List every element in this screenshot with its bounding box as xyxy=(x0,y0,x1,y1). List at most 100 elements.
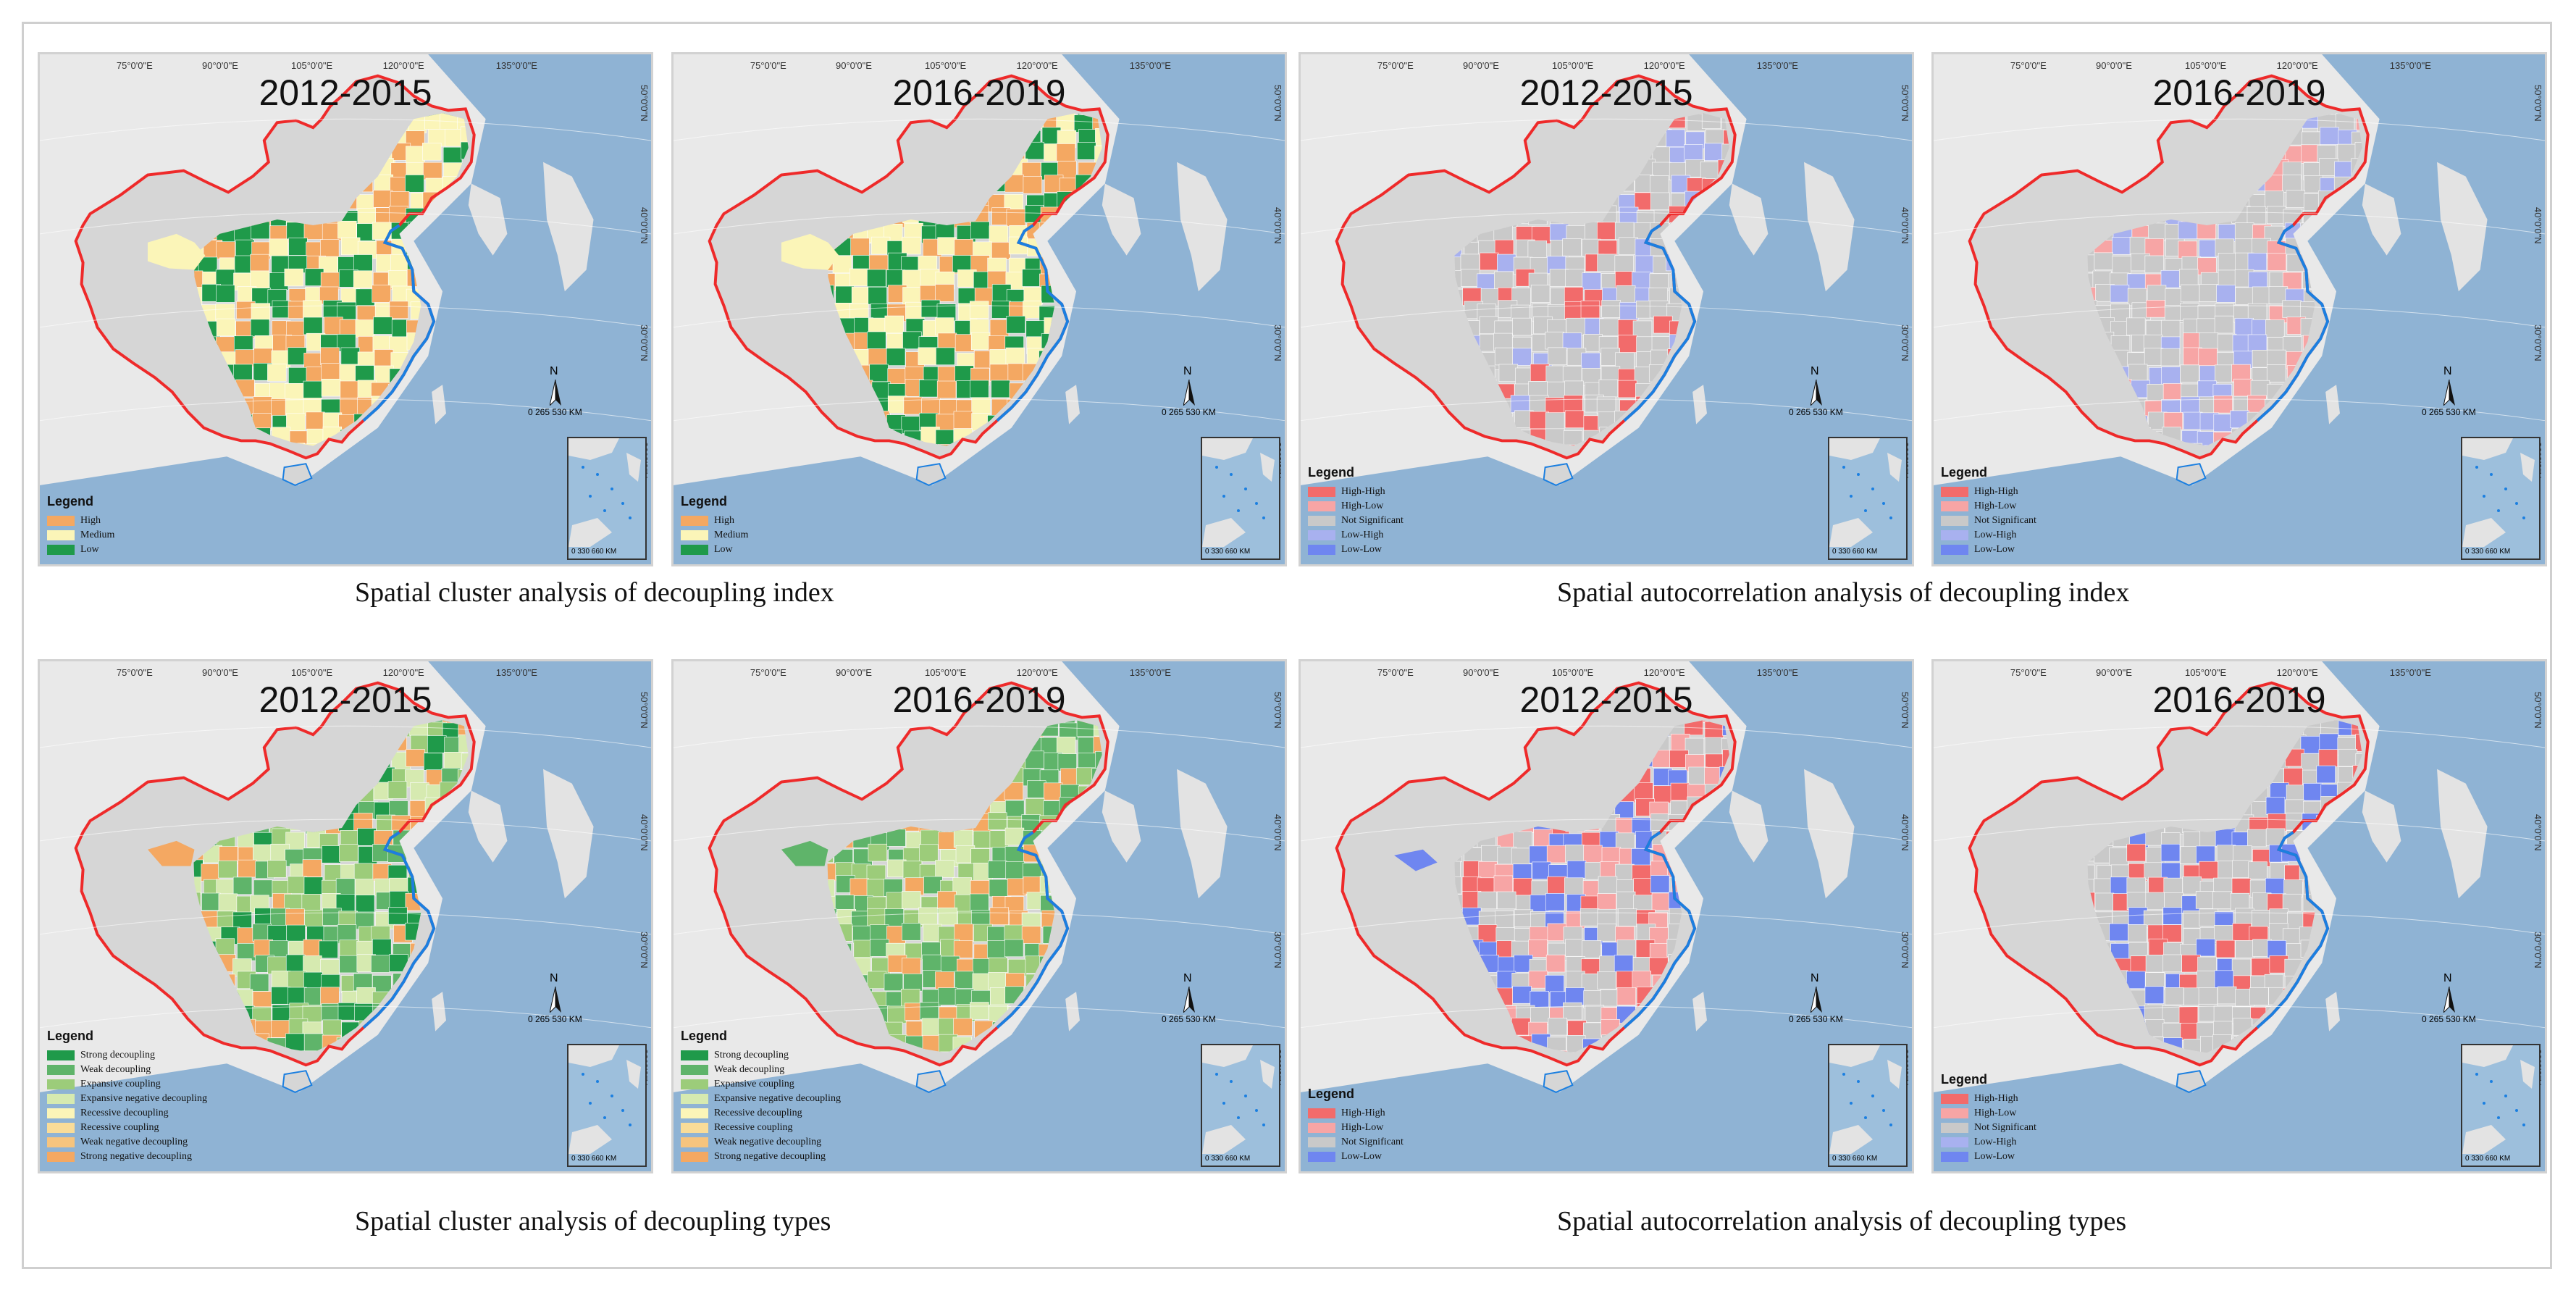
legend-title: Legend xyxy=(1941,1072,1988,1087)
legend-title: Legend xyxy=(47,494,94,509)
legend-label: Not Significant xyxy=(1341,1137,1404,1147)
legend-swatch xyxy=(681,516,708,526)
longitude-label: 75°0'0"E xyxy=(116,667,153,678)
legend: Legend High Medium Low xyxy=(681,494,748,557)
legend-swatch xyxy=(1941,516,1968,526)
legend-swatch xyxy=(47,545,75,555)
south-china-sea-inset: 0 330 660 KM xyxy=(1201,1044,1280,1167)
legend-swatch xyxy=(681,1123,708,1133)
legend-swatch xyxy=(1941,1123,1968,1133)
legend-item: High-Low xyxy=(1308,1121,1404,1135)
south-china-sea-inset: 0 330 660 KM xyxy=(567,1044,647,1167)
longitude-label: 120°0'0"E xyxy=(1643,60,1685,71)
longitude-label: 75°0'0"E xyxy=(2010,667,2047,678)
longitude-label: 75°0'0"E xyxy=(750,667,786,678)
legend-label: Strong decoupling xyxy=(80,1050,156,1060)
legend-item: High xyxy=(681,514,748,528)
legend-label: Strong negative decoupling xyxy=(714,1151,826,1162)
legend-label: Expansive coupling xyxy=(80,1079,161,1089)
legend-label: Expansive coupling xyxy=(714,1079,794,1089)
period-title: 2016-2019 xyxy=(892,72,1066,113)
scale-bar: 0 265 530 KM xyxy=(1789,407,1843,417)
latitude-label: 30°0'0"N xyxy=(1272,325,1283,361)
legend-swatch xyxy=(1308,1137,1335,1147)
map-canvas xyxy=(1934,54,2545,564)
latitude-label: 30°0'0"N xyxy=(2533,932,2543,968)
map-panel-cluster-index-2012-2015: 2012-2015 75°0'0"E 90°0'0"E 105°0'0"E 120°0'… xyxy=(38,52,653,566)
legend-swatch xyxy=(47,1079,75,1089)
scale-bar: 0 265 530 KM xyxy=(528,407,582,417)
legend-label: Recessive decoupling xyxy=(714,1108,802,1118)
inset-scale-bar: 0 330 660 KM xyxy=(1205,1155,1251,1163)
longitude-label: 105°0'0"E xyxy=(2185,60,2227,71)
south-china-sea-inset: 0 330 660 KM xyxy=(2461,1044,2541,1167)
legend-item: Strong negative decoupling xyxy=(681,1150,841,1164)
longitude-label: 90°0'0"E xyxy=(836,667,872,678)
inset-scale-bar: 0 330 660 KM xyxy=(2465,548,2511,556)
legend-swatch xyxy=(47,1123,75,1133)
longitude-label: 75°0'0"E xyxy=(1377,667,1414,678)
inset-scale-bar: 0 330 660 KM xyxy=(571,548,617,556)
longitude-label: 135°0'0"E xyxy=(495,667,537,678)
map-canvas xyxy=(40,661,651,1171)
legend-label: High xyxy=(80,515,101,526)
map-canvas xyxy=(1934,661,2545,1171)
legend-item: Low-Low xyxy=(1941,543,2036,557)
map-panel-autocorr-index-2016-2019: 2016-2019 75°0'0"E 90°0'0"E 105°0'0"E 120°0'… xyxy=(1931,52,2547,566)
period-title: 2016-2019 xyxy=(892,679,1066,720)
legend-swatch xyxy=(681,1152,708,1162)
caption-autocorr-index: Spatial autocorrelation analysis of deco… xyxy=(1557,577,2130,608)
legend-title: Legend xyxy=(1308,1087,1355,1101)
legend-title: Legend xyxy=(1941,465,1988,480)
legend-swatch xyxy=(681,1050,708,1060)
legend-item: Recessive coupling xyxy=(681,1121,841,1135)
latitude-label: 40°0'0"N xyxy=(639,207,650,244)
longitude-label: 75°0'0"E xyxy=(116,60,153,71)
legend-swatch xyxy=(1308,1152,1335,1162)
legend-label: Expansive negative decoupling xyxy=(80,1093,207,1104)
legend-swatch xyxy=(1941,545,1968,555)
longitude-label: 90°0'0"E xyxy=(836,60,872,71)
legend-label: Low-Low xyxy=(1974,1151,2015,1162)
legend: Legend High Medium Low xyxy=(47,494,114,557)
map-panel-autocorr-index-2012-2015: 2012-2015 75°0'0"E 90°0'0"E 105°0'0"E 120°0'… xyxy=(1299,52,1914,566)
legend-label: Not Significant xyxy=(1341,515,1404,526)
legend-label: Not Significant xyxy=(1974,515,2036,526)
latitude-label: 30°0'0"N xyxy=(1900,932,1910,968)
south-china-sea-inset: 0 330 660 KM xyxy=(567,437,647,560)
period-title: 2016-2019 xyxy=(2152,679,2326,720)
legend-label: Strong negative decoupling xyxy=(80,1151,192,1162)
legend-item: High-High xyxy=(1308,1106,1404,1121)
longitude-label: 120°0'0"E xyxy=(382,60,424,71)
latitude-label: 50°0'0"N xyxy=(1900,692,1910,729)
longitude-label: 105°0'0"E xyxy=(291,667,333,678)
legend-swatch xyxy=(47,1137,75,1147)
legend-swatch xyxy=(681,1065,708,1075)
inset-scale-bar: 0 330 660 KM xyxy=(1205,548,1251,556)
legend-label: High-High xyxy=(1341,1108,1385,1118)
longitude-label: 105°0'0"E xyxy=(1552,60,1594,71)
legend-label: Recessive coupling xyxy=(714,1122,793,1133)
legend: Legend High-High High-Low Not Significant Lo… xyxy=(1941,465,2036,557)
legend-label: High-High xyxy=(1974,1093,2018,1104)
legend-item: High-Low xyxy=(1941,1106,2036,1121)
latitude-label: 50°0'0"N xyxy=(2533,692,2543,729)
legend-label: Low xyxy=(80,544,99,555)
south-china-sea-inset: 0 330 660 KM xyxy=(1828,437,1908,560)
legend-item: Recessive decoupling xyxy=(47,1106,207,1121)
legend: Legend Strong decoupling Weak decoupling Ex… xyxy=(681,1029,841,1164)
legend-swatch xyxy=(681,545,708,555)
period-title: 2012-2015 xyxy=(259,72,432,113)
longitude-label: 135°0'0"E xyxy=(1129,60,1171,71)
legend-item: Recessive coupling xyxy=(47,1121,207,1135)
legend-item: Weak decoupling xyxy=(681,1063,841,1077)
legend-item: Expansive coupling xyxy=(47,1077,207,1092)
legend-swatch xyxy=(1308,545,1335,555)
longitude-label: 120°0'0"E xyxy=(1643,667,1685,678)
legend: Legend High-High High-Low Not Significant Lo… xyxy=(1941,1072,2036,1164)
legend-label: Weak decoupling xyxy=(80,1064,151,1075)
longitude-label: 105°0'0"E xyxy=(291,60,333,71)
latitude-label: 40°0'0"N xyxy=(1900,814,1910,851)
legend-swatch xyxy=(1308,1123,1335,1133)
